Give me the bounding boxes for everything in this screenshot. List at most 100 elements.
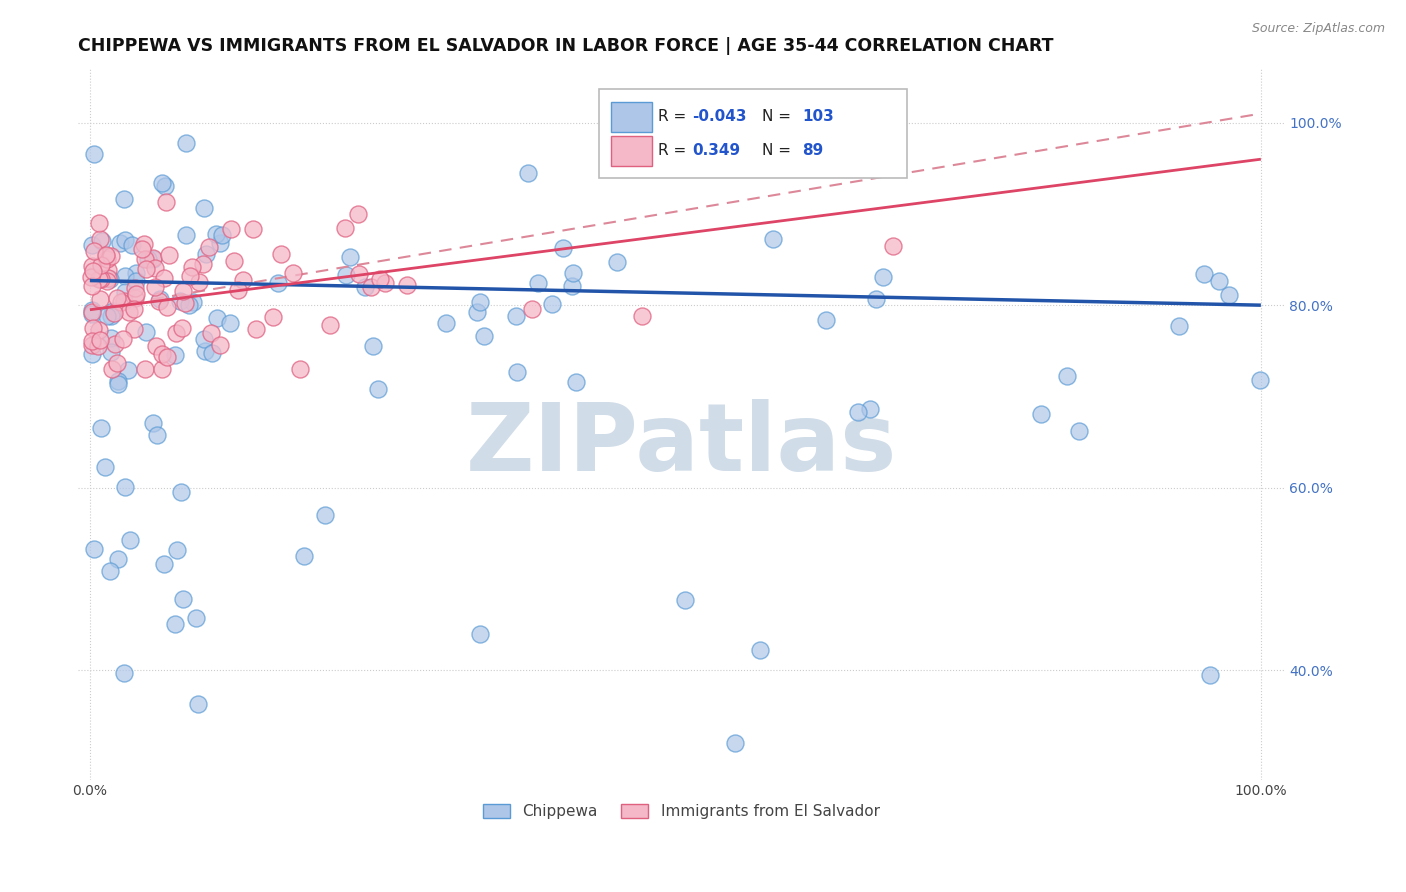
Point	[82, 307, 104, 321]
Point	[374, 277, 396, 291]
Point	[96, 248, 118, 262]
Point	[474, 328, 496, 343]
Point	[174, 228, 197, 243]
Point	[815, 313, 838, 327]
Point	[232, 273, 254, 287]
Point	[339, 250, 361, 264]
Point	[1056, 369, 1078, 384]
Point	[122, 322, 145, 336]
Text: R =: R =	[658, 143, 692, 158]
Point	[112, 192, 135, 206]
Point	[749, 643, 772, 657]
Point	[143, 279, 166, 293]
Point	[82, 238, 104, 252]
Point	[188, 276, 211, 290]
Point	[96, 249, 118, 263]
Point	[87, 215, 110, 229]
Point	[112, 666, 135, 681]
Point	[80, 278, 103, 293]
Point	[314, 508, 336, 523]
Point	[1194, 267, 1216, 281]
Point	[242, 222, 264, 236]
Text: 89: 89	[801, 143, 823, 158]
Point	[346, 206, 368, 220]
Point	[208, 338, 231, 352]
Text: N =: N =	[762, 109, 796, 124]
Point	[174, 136, 197, 151]
Point	[179, 269, 201, 284]
Point	[882, 238, 904, 252]
Point	[198, 239, 221, 253]
Point	[90, 258, 112, 272]
Point	[153, 179, 176, 194]
Point	[114, 233, 136, 247]
Point	[181, 260, 204, 274]
Point	[849, 149, 872, 163]
Point	[83, 542, 105, 557]
Point	[319, 318, 342, 333]
Point	[142, 252, 165, 266]
Point	[1208, 274, 1230, 288]
Point	[152, 557, 174, 571]
Point	[107, 377, 129, 392]
Point	[565, 376, 588, 390]
FancyBboxPatch shape	[599, 89, 907, 178]
Point	[90, 421, 112, 435]
Point	[149, 293, 172, 307]
Point	[267, 277, 290, 291]
Point	[82, 334, 104, 348]
Text: Source: ZipAtlas.com: Source: ZipAtlas.com	[1251, 22, 1385, 36]
Point	[82, 303, 104, 318]
Point	[166, 542, 188, 557]
Point	[90, 272, 112, 286]
Point	[98, 564, 121, 578]
Point	[143, 260, 166, 275]
Point	[262, 310, 284, 325]
Point	[169, 484, 191, 499]
Point	[96, 309, 118, 323]
Point	[396, 277, 419, 292]
Point	[121, 238, 143, 252]
Point	[245, 322, 267, 336]
Point	[104, 337, 127, 351]
Point	[96, 274, 118, 288]
Point	[80, 270, 103, 285]
Point	[150, 346, 173, 360]
Point	[288, 362, 311, 376]
Point	[89, 323, 111, 337]
Point	[165, 326, 187, 340]
Point	[111, 332, 134, 346]
Point	[173, 591, 195, 606]
Point	[187, 697, 209, 711]
Point	[163, 616, 186, 631]
Point	[470, 627, 492, 641]
Point	[553, 241, 575, 255]
Text: 0.349: 0.349	[692, 143, 740, 158]
Point	[368, 272, 391, 286]
Point	[520, 302, 543, 317]
Point	[270, 246, 292, 260]
Point	[191, 257, 214, 271]
Point	[360, 279, 382, 293]
Point	[146, 427, 169, 442]
Point	[363, 339, 385, 353]
Point	[98, 272, 121, 286]
Point	[865, 293, 887, 307]
Point	[1167, 318, 1189, 333]
Point	[872, 270, 894, 285]
Point	[219, 316, 242, 330]
Point	[82, 321, 104, 335]
Point	[125, 286, 148, 301]
Point	[172, 284, 194, 298]
Point	[89, 293, 111, 307]
Point	[169, 293, 191, 308]
Text: R =: R =	[658, 109, 692, 124]
Point	[184, 611, 207, 625]
Legend: Chippewa, Immigrants from El Salvador: Chippewa, Immigrants from El Salvador	[477, 798, 886, 825]
Point	[101, 303, 124, 318]
Text: CHIPPEWA VS IMMIGRANTS FROM EL SALVADOR IN LABOR FORCE | AGE 35-44 CORRELATION C: CHIPPEWA VS IMMIGRANTS FROM EL SALVADOR …	[79, 37, 1053, 55]
Point	[134, 252, 156, 266]
Point	[124, 281, 146, 295]
Point	[114, 269, 136, 284]
Point	[1218, 288, 1240, 302]
